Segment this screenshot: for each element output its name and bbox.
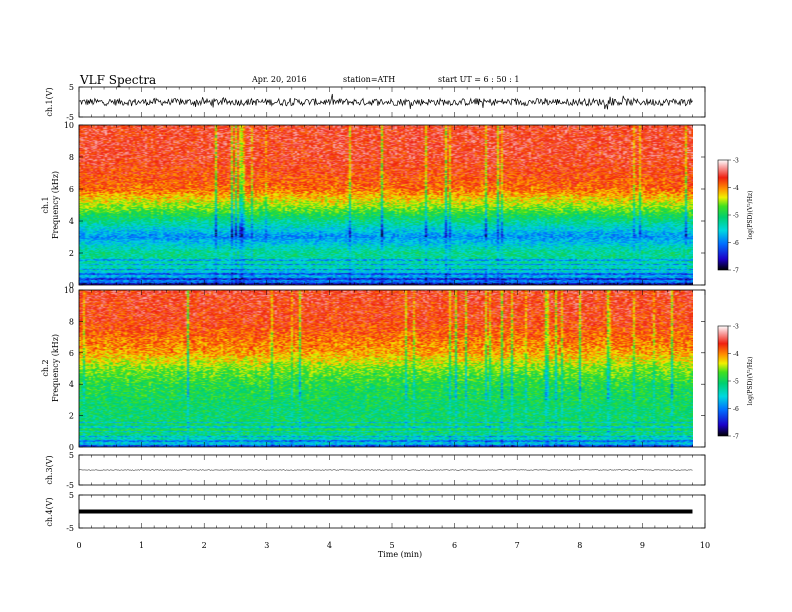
ch2-colorbar-bar — [717, 325, 729, 437]
ch1-spectrogram-image — [79, 125, 693, 285]
ch3-ylabel: ch.3(V) — [45, 455, 54, 484]
ch1-colorbar-tick-label: -4 — [733, 185, 739, 192]
start-time-label: start UT = 6 : 50 : 1 — [438, 75, 519, 84]
ch3-waveform — [78, 468, 693, 471]
x-axis-label: Time (min) — [378, 550, 422, 559]
ch2-spectrogram-image — [79, 290, 693, 447]
ch2-colorbar-tick-label: -7 — [733, 434, 739, 441]
ch1-ylabel: ch.1(V) — [45, 87, 54, 116]
ch1-waveform — [78, 93, 693, 110]
ch1-spectrogram-ytick-label: 4 — [69, 217, 74, 226]
ch3-ytick-label: 5 — [69, 451, 74, 460]
ch1-colorbar-tick-label: -7 — [733, 268, 739, 275]
x-tick-label: 2 — [202, 541, 207, 550]
ch4-ytick-label: 5 — [69, 491, 74, 500]
ch2-spectrogram — [79, 290, 693, 447]
x-tick-label: 9 — [640, 541, 645, 550]
ch2-spectrogram-ytick-label: 10 — [64, 286, 74, 295]
x-tick-label: 4 — [327, 541, 332, 550]
ch3-ytick-label: -5 — [66, 481, 74, 490]
ch4-ytick-label: -5 — [66, 524, 74, 533]
station-label: station=ATH — [343, 75, 395, 84]
ch1-spectrogram-ytick-label: 2 — [69, 249, 74, 258]
ch1-ytick-label: -5 — [66, 113, 74, 122]
ch2-spectrogram-ylabel: ch.2 — [41, 359, 50, 376]
ch1-spectrogram-ytick-label: 10 — [64, 121, 74, 130]
x-tick-label: 6 — [452, 541, 457, 550]
ch2-spectrogram-ytick-label: 2 — [69, 412, 74, 421]
x-tick-label: 5 — [389, 541, 394, 550]
ch1-colorbar-tick-label: -6 — [733, 240, 739, 247]
x-tick-label: 0 — [76, 541, 81, 550]
ch2-spectrogram-ytick-label: 6 — [69, 349, 74, 358]
ch2-colorbar-tick-label: -4 — [733, 351, 739, 358]
ch2-spectrogram-ytick-label: 4 — [69, 380, 74, 389]
ch4-trace — [79, 509, 693, 514]
x-tick-label: 3 — [264, 541, 269, 550]
ch1-spectrogram-ylabel: ch.1 — [41, 196, 50, 213]
ch2-colorbar-tick-label: -6 — [733, 406, 739, 413]
figure-title: VLF Spectra — [79, 73, 156, 87]
ch1-colorbar-tick-label: -3 — [733, 158, 739, 165]
ch3-trace — [78, 468, 693, 471]
ch4-waveform — [79, 509, 693, 514]
x-tick-label: 1 — [139, 541, 144, 550]
x-tick-label: 10 — [700, 541, 710, 550]
ch2-spectrogram-ytick-label: 0 — [69, 443, 74, 452]
ch1-colorbar: -3 -4 -5 -6 -7 log(PSD)(V²/Hz) — [717, 158, 754, 275]
ch1-ytick-label: 5 — [69, 83, 74, 92]
ch1-colorbar-bar — [717, 159, 729, 271]
ch2-colorbar-label: log(PSD)(V²/Hz) — [747, 357, 754, 406]
ch1-spectrogram-ytick-label: 6 — [69, 185, 74, 194]
ch1-colorbar-label: log(PSD)(V²/Hz) — [747, 191, 754, 240]
ch1-spectrogram-ytick-label: 0 — [69, 281, 74, 290]
ch2-colorbar: -3 -4 -5 -6 -7 log(PSD)(V²/Hz) — [717, 324, 754, 441]
ch2-colorbar-tick-label: -5 — [733, 379, 739, 386]
ch1-spectrogram-ylabel2: Frequency (kHz) — [51, 171, 60, 239]
date-label: Apr. 20, 2016 — [251, 75, 307, 84]
ch4-ylabel: ch.4(V) — [45, 497, 54, 526]
x-tick-label: 7 — [515, 541, 520, 550]
x-tick-label: 8 — [577, 541, 582, 550]
ch2-colorbar-tick-label: -3 — [733, 324, 739, 331]
ch1-spectrogram — [79, 125, 693, 285]
ch2-spectrogram-ytick-label: 8 — [69, 317, 74, 326]
ch1-colorbar-tick-label: -5 — [733, 213, 739, 220]
x-axis-ticks: 0 1 2 3 4 5 6 7 8 9 10 — [76, 87, 710, 550]
ch1-spectrogram-ytick-label: 8 — [69, 153, 74, 162]
ch1-trace — [78, 93, 693, 110]
ch2-spectrogram-ylabel2: Frequency (kHz) — [51, 334, 60, 402]
